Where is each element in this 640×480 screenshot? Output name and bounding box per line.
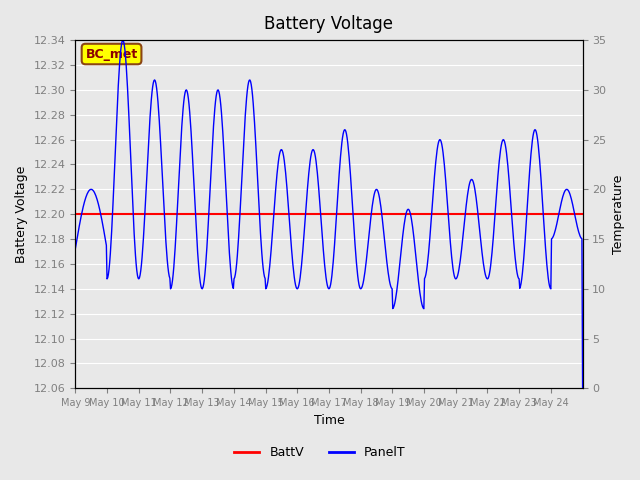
Legend: BattV, PanelT: BattV, PanelT — [229, 441, 411, 464]
Text: BC_met: BC_met — [85, 48, 138, 60]
Y-axis label: Battery Voltage: Battery Voltage — [15, 166, 28, 263]
Y-axis label: Temperature: Temperature — [612, 175, 625, 254]
Title: Battery Voltage: Battery Voltage — [264, 15, 394, 33]
X-axis label: Time: Time — [314, 414, 344, 427]
